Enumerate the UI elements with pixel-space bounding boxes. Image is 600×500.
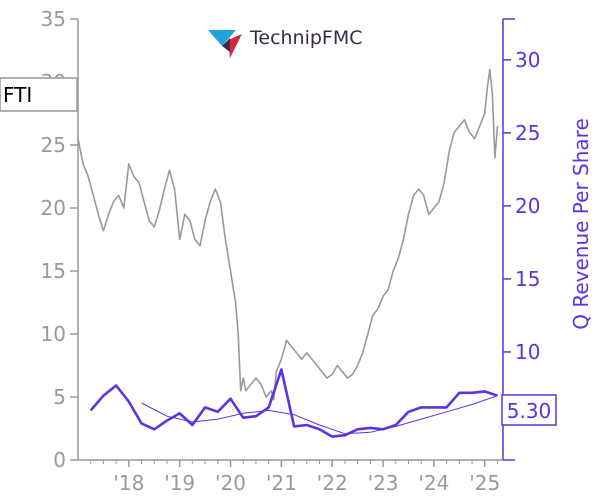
- ticker-label: FTI: [3, 83, 32, 107]
- right-axis-label: Q Revenue Per Share: [569, 118, 593, 330]
- left-tick-label: 35: [41, 7, 66, 31]
- price-line: [77, 68, 499, 401]
- ticker-box: FTI: [0, 77, 78, 112]
- left-tick-label: 5: [53, 385, 66, 409]
- left-axis: 05101520253035: [41, 7, 79, 472]
- logo-mark-red-icon: [228, 34, 242, 58]
- right-tick-label: 30: [515, 48, 540, 72]
- revenue-series: [89, 368, 498, 438]
- x-tick-label: '20: [215, 471, 246, 495]
- last-value-box: 5.30: [501, 394, 557, 426]
- left-tick-label: 0: [53, 448, 66, 472]
- revenue-line: [89, 368, 498, 438]
- company-name: TechnipFMC: [249, 27, 363, 49]
- right-axis: 10 15 20 25 30: [502, 18, 540, 461]
- company-logo: TechnipFMC: [208, 27, 363, 58]
- left-tick-label: 10: [41, 322, 66, 346]
- left-tick-label: 20: [41, 196, 66, 220]
- x-tick-label: '25: [469, 471, 500, 495]
- last-value-label: 5.30: [507, 399, 552, 423]
- x-axis: '18 '19 '20 '21 '22 '23 '24 '25: [78, 459, 503, 495]
- trend-series: [141, 395, 498, 435]
- x-tick-label: '21: [266, 471, 297, 495]
- logo-mark-dark-icon: [222, 38, 230, 52]
- x-tick-label: '22: [317, 471, 348, 495]
- x-tick-label: '19: [164, 471, 195, 495]
- right-tick-label: 15: [515, 267, 540, 291]
- right-tick-label: 10: [515, 340, 540, 364]
- right-tick-label: 20: [515, 194, 540, 218]
- trend-line: [141, 395, 498, 435]
- price-series: [77, 68, 499, 401]
- x-tick-label: '23: [368, 471, 399, 495]
- right-tick-label: 25: [515, 121, 540, 145]
- x-tick-label: '18: [113, 471, 144, 495]
- left-tick-label: 25: [41, 133, 66, 157]
- logo-mark-cyan-icon: [208, 30, 236, 46]
- left-tick-label: 15: [41, 259, 66, 283]
- x-tick-label: '24: [418, 471, 449, 495]
